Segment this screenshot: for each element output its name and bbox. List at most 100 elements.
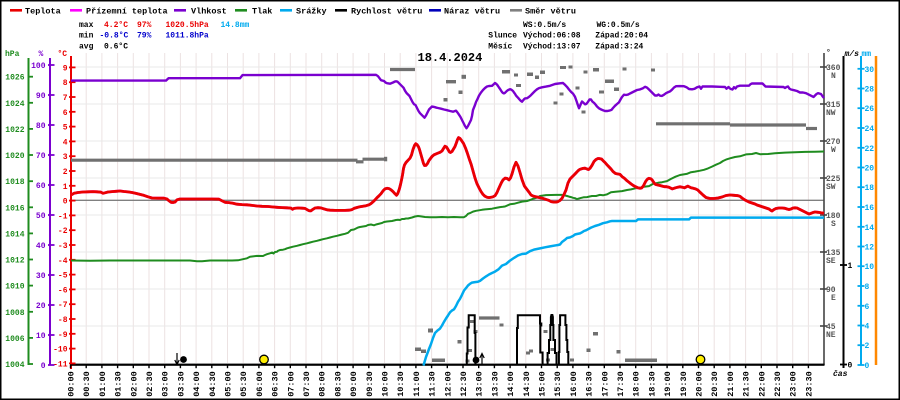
svg-text:270: 270 (826, 138, 841, 147)
svg-text:1018: 1018 (5, 178, 24, 187)
svg-text:8: 8 (63, 79, 68, 88)
svg-text:4.2°C: 4.2°C (104, 21, 128, 30)
svg-text:Západ:20:04: Západ:20:04 (595, 32, 648, 41)
svg-text:26: 26 (865, 105, 875, 114)
svg-text:01:30: 01:30 (114, 371, 124, 397)
svg-text:24: 24 (865, 125, 875, 134)
svg-text:1006: 1006 (5, 335, 24, 344)
svg-text:18: 18 (865, 184, 875, 193)
svg-text:12: 12 (865, 244, 875, 253)
svg-text:14.8mm: 14.8mm (221, 21, 250, 30)
svg-text:04:30: 04:30 (208, 371, 218, 397)
svg-text:hPa: hPa (5, 50, 20, 59)
svg-text:22:00: 22:00 (757, 371, 767, 397)
svg-text:30: 30 (865, 66, 875, 75)
svg-text:02:00: 02:00 (129, 371, 139, 397)
svg-text:16: 16 (865, 204, 875, 213)
svg-text:04:00: 04:00 (192, 371, 202, 397)
svg-text:15:00: 15:00 (538, 371, 548, 397)
svg-text:1012: 1012 (5, 257, 24, 266)
svg-text:2: 2 (865, 342, 870, 351)
svg-text:-10: -10 (53, 346, 68, 355)
svg-text:0: 0 (848, 362, 853, 371)
svg-text:360: 360 (826, 64, 841, 73)
svg-text:SE: SE (826, 257, 836, 266)
svg-text:-6: -6 (58, 286, 68, 295)
svg-text:28: 28 (865, 86, 875, 95)
svg-text:Tlak: Tlak (252, 7, 272, 17)
svg-text:Přízemní teplota: Přízemní teplota (86, 7, 168, 17)
svg-text:S: S (831, 220, 836, 229)
svg-text:225: 225 (826, 175, 841, 184)
svg-text:12:30: 12:30 (459, 371, 469, 397)
svg-text:m/s: m/s (844, 50, 860, 59)
svg-text:avg: avg (79, 42, 94, 51)
svg-text:NE: NE (826, 331, 836, 340)
svg-text:W: W (831, 146, 836, 155)
svg-text:20: 20 (865, 165, 875, 174)
svg-text:80: 80 (36, 122, 46, 131)
svg-text:70: 70 (36, 152, 46, 161)
svg-text:Vlhkost: Vlhkost (191, 7, 227, 17)
svg-text:N: N (831, 72, 836, 81)
svg-text:17:00: 17:00 (600, 371, 610, 397)
svg-text:06:30: 06:30 (271, 371, 281, 397)
svg-text:20: 20 (36, 302, 46, 311)
svg-text:18:30: 18:30 (647, 371, 657, 397)
svg-text:1: 1 (63, 183, 68, 192)
svg-text:°C: °C (58, 50, 68, 59)
svg-text:1004: 1004 (5, 361, 24, 370)
svg-text:08:30: 08:30 (333, 371, 343, 397)
svg-text:12:00: 12:00 (443, 371, 453, 397)
svg-text:60: 60 (36, 182, 46, 191)
svg-text:15:30: 15:30 (553, 371, 563, 397)
svg-text:Měsíc: Měsíc (488, 42, 512, 51)
svg-text:19:30: 19:30 (679, 371, 689, 397)
svg-text:3: 3 (63, 153, 68, 162)
svg-text:0.6°C: 0.6°C (104, 42, 128, 51)
svg-text:4: 4 (63, 138, 68, 147)
svg-text:00:00: 00:00 (67, 371, 77, 397)
svg-text:14: 14 (865, 224, 875, 233)
svg-text:90: 90 (36, 92, 46, 101)
svg-text:8: 8 (865, 283, 870, 292)
svg-text:Teplota: Teplota (25, 7, 61, 17)
svg-text:03:30: 03:30 (176, 371, 186, 397)
svg-text:17:30: 17:30 (616, 371, 626, 397)
svg-text:0: 0 (865, 362, 870, 371)
svg-text:Náraz větru: Náraz větru (444, 7, 500, 17)
svg-text:1022: 1022 (5, 126, 24, 135)
svg-text:22:30: 22:30 (773, 371, 783, 397)
svg-text:1011.8hPa: 1011.8hPa (166, 32, 209, 41)
svg-text:01:00: 01:00 (98, 371, 108, 397)
svg-text:20:30: 20:30 (710, 371, 720, 397)
svg-text:Slunce: Slunce (488, 32, 517, 41)
svg-text:22: 22 (865, 145, 875, 154)
svg-text:16:00: 16:00 (569, 371, 579, 397)
svg-text:97%: 97% (137, 21, 152, 30)
svg-text:E: E (831, 294, 836, 303)
svg-text:1008: 1008 (5, 309, 24, 318)
svg-text:05:30: 05:30 (239, 371, 249, 397)
svg-text:1: 1 (848, 262, 853, 271)
svg-text:-4: -4 (58, 257, 68, 266)
svg-text:14:30: 14:30 (522, 371, 532, 397)
svg-text:16:30: 16:30 (585, 371, 595, 397)
svg-text:135: 135 (826, 249, 841, 258)
svg-text:4: 4 (865, 323, 870, 332)
svg-text:WS:0.5m/s: WS:0.5m/s (523, 21, 566, 30)
svg-text:1010: 1010 (5, 283, 24, 292)
svg-text:7: 7 (63, 94, 68, 103)
svg-text:11:30: 11:30 (428, 371, 438, 397)
svg-text:1014: 1014 (5, 230, 24, 239)
svg-text:10:00: 10:00 (381, 371, 391, 397)
svg-text:-9: -9 (58, 331, 68, 340)
svg-text:21:00: 21:00 (726, 371, 736, 397)
svg-text:90: 90 (826, 286, 836, 295)
svg-text:1016: 1016 (5, 204, 24, 213)
svg-text:min: min (79, 32, 94, 41)
svg-text:6: 6 (63, 109, 68, 118)
svg-text:5: 5 (63, 124, 68, 133)
svg-text:-1: -1 (58, 212, 68, 221)
svg-text:10:30: 10:30 (396, 371, 406, 397)
